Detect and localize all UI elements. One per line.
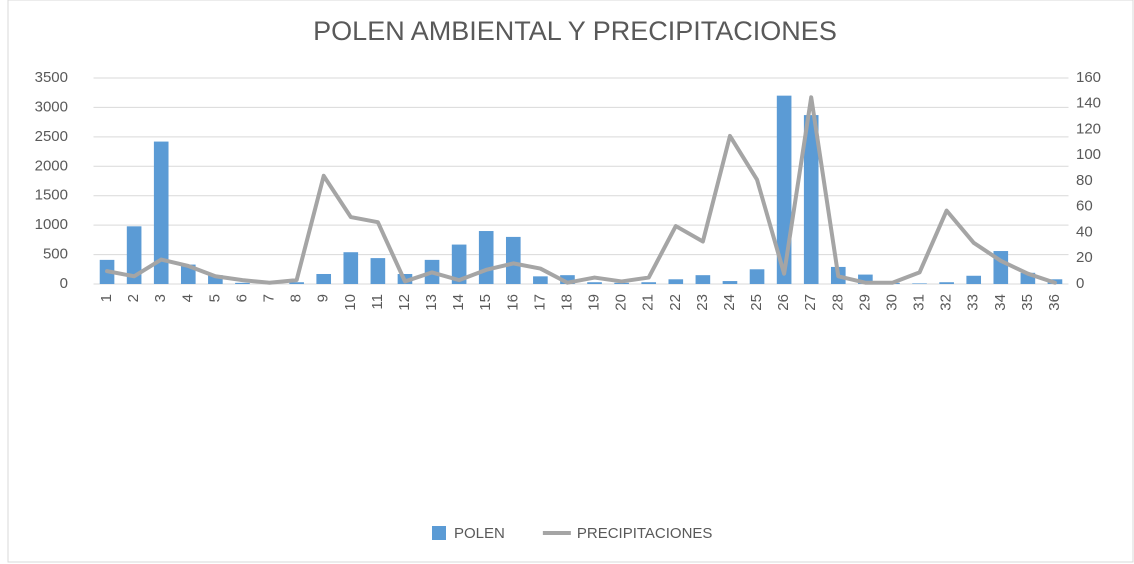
bar	[370, 258, 386, 284]
bar	[208, 275, 223, 284]
x-tick-label: 27	[802, 294, 819, 311]
x-tick-label: 24	[721, 294, 738, 311]
y-tick-label: 3500	[35, 69, 68, 86]
x-tick-label: 35	[1019, 294, 1036, 311]
line	[105, 95, 1057, 285]
bar	[153, 141, 169, 284]
bar	[668, 279, 684, 284]
x-tick-label: 34	[992, 294, 1009, 311]
x-tick-label: 11	[369, 294, 386, 310]
x-tick-label: 19	[586, 294, 603, 311]
x-tick-label: 9	[315, 294, 332, 302]
bar	[722, 281, 738, 284]
y2-tick-label: 80	[1076, 172, 1093, 189]
bar	[803, 115, 819, 284]
y-tick-label: 1000	[35, 216, 68, 233]
x-tick-label: 23	[694, 294, 711, 311]
bar	[478, 231, 494, 284]
x-tick-label: 16	[504, 294, 521, 311]
legend-swatch	[432, 526, 446, 540]
x-tick-label: 10	[342, 294, 359, 311]
x-tick-label: 28	[829, 294, 846, 311]
bar	[316, 273, 332, 284]
x-tick-label: 12	[396, 294, 413, 311]
bar	[235, 282, 250, 284]
x-tick-label: 17	[531, 294, 548, 311]
x-tick-label: 6	[233, 294, 250, 302]
x-tick-label: 15	[477, 294, 494, 311]
x-tick-label: 4	[179, 294, 196, 302]
x-tick-label: 22	[667, 294, 684, 311]
bar	[1020, 272, 1036, 284]
y2-tick-label: 40	[1076, 223, 1093, 240]
y2-tick-label: 60	[1076, 198, 1093, 215]
x-tick-label: 18	[558, 294, 575, 311]
y2-tick-label: 160	[1076, 69, 1101, 86]
x-tick-label: 5	[206, 294, 223, 302]
bar	[126, 226, 142, 284]
y-tick-label: 1500	[35, 187, 68, 204]
bar	[749, 269, 765, 284]
x-tick-label: 36	[1046, 294, 1063, 311]
y2-tick-label: 0	[1076, 275, 1084, 292]
y2-tick-label: 20	[1076, 249, 1093, 266]
legend-label: POLEN	[454, 525, 505, 542]
x-tick-label: 3	[152, 294, 169, 302]
y-tick-label: 3000	[35, 98, 68, 115]
y-tick-label: 0	[60, 275, 68, 292]
y2-tick-label: 140	[1076, 95, 1101, 112]
x-tick-label: 25	[748, 294, 765, 311]
x-tick-label: 13	[423, 294, 440, 311]
x-tick-label: 14	[450, 294, 467, 311]
chart-title: POLEN AMBIENTAL Y PRECIPITACIONES	[313, 16, 837, 46]
x-tick-label: 30	[883, 294, 900, 311]
bar	[695, 275, 711, 284]
x-tick-label: 29	[856, 294, 873, 311]
x-tick-label: 26	[775, 294, 792, 311]
x-tick-label: 1	[98, 294, 115, 302]
x-tick-label: 7	[261, 294, 278, 302]
bar	[587, 282, 602, 284]
legend-label: PRECIPITACIONES	[577, 525, 713, 542]
y-tick-label: 500	[43, 246, 68, 263]
x-tick-label: 2	[125, 294, 142, 302]
bar	[533, 276, 548, 284]
y2-tick-label: 120	[1076, 120, 1101, 137]
bar	[939, 282, 954, 284]
x-tick-label: 32	[938, 294, 955, 311]
y-tick-label: 2000	[35, 157, 68, 174]
x-tick-label: 21	[640, 294, 657, 311]
bar	[343, 252, 359, 284]
bar	[966, 275, 982, 284]
y2-tick-label: 100	[1076, 146, 1101, 163]
x-tick-label: 20	[613, 294, 630, 311]
x-tick-label: 8	[288, 294, 305, 302]
bar	[912, 283, 927, 284]
x-tick-label: 31	[911, 294, 928, 311]
y-tick-label: 2500	[35, 128, 68, 145]
bar	[451, 244, 467, 284]
bar	[641, 282, 657, 284]
bar	[505, 236, 521, 284]
x-tick-label: 33	[965, 294, 982, 311]
bar	[858, 274, 873, 284]
bar	[289, 282, 304, 284]
bar	[560, 275, 575, 284]
